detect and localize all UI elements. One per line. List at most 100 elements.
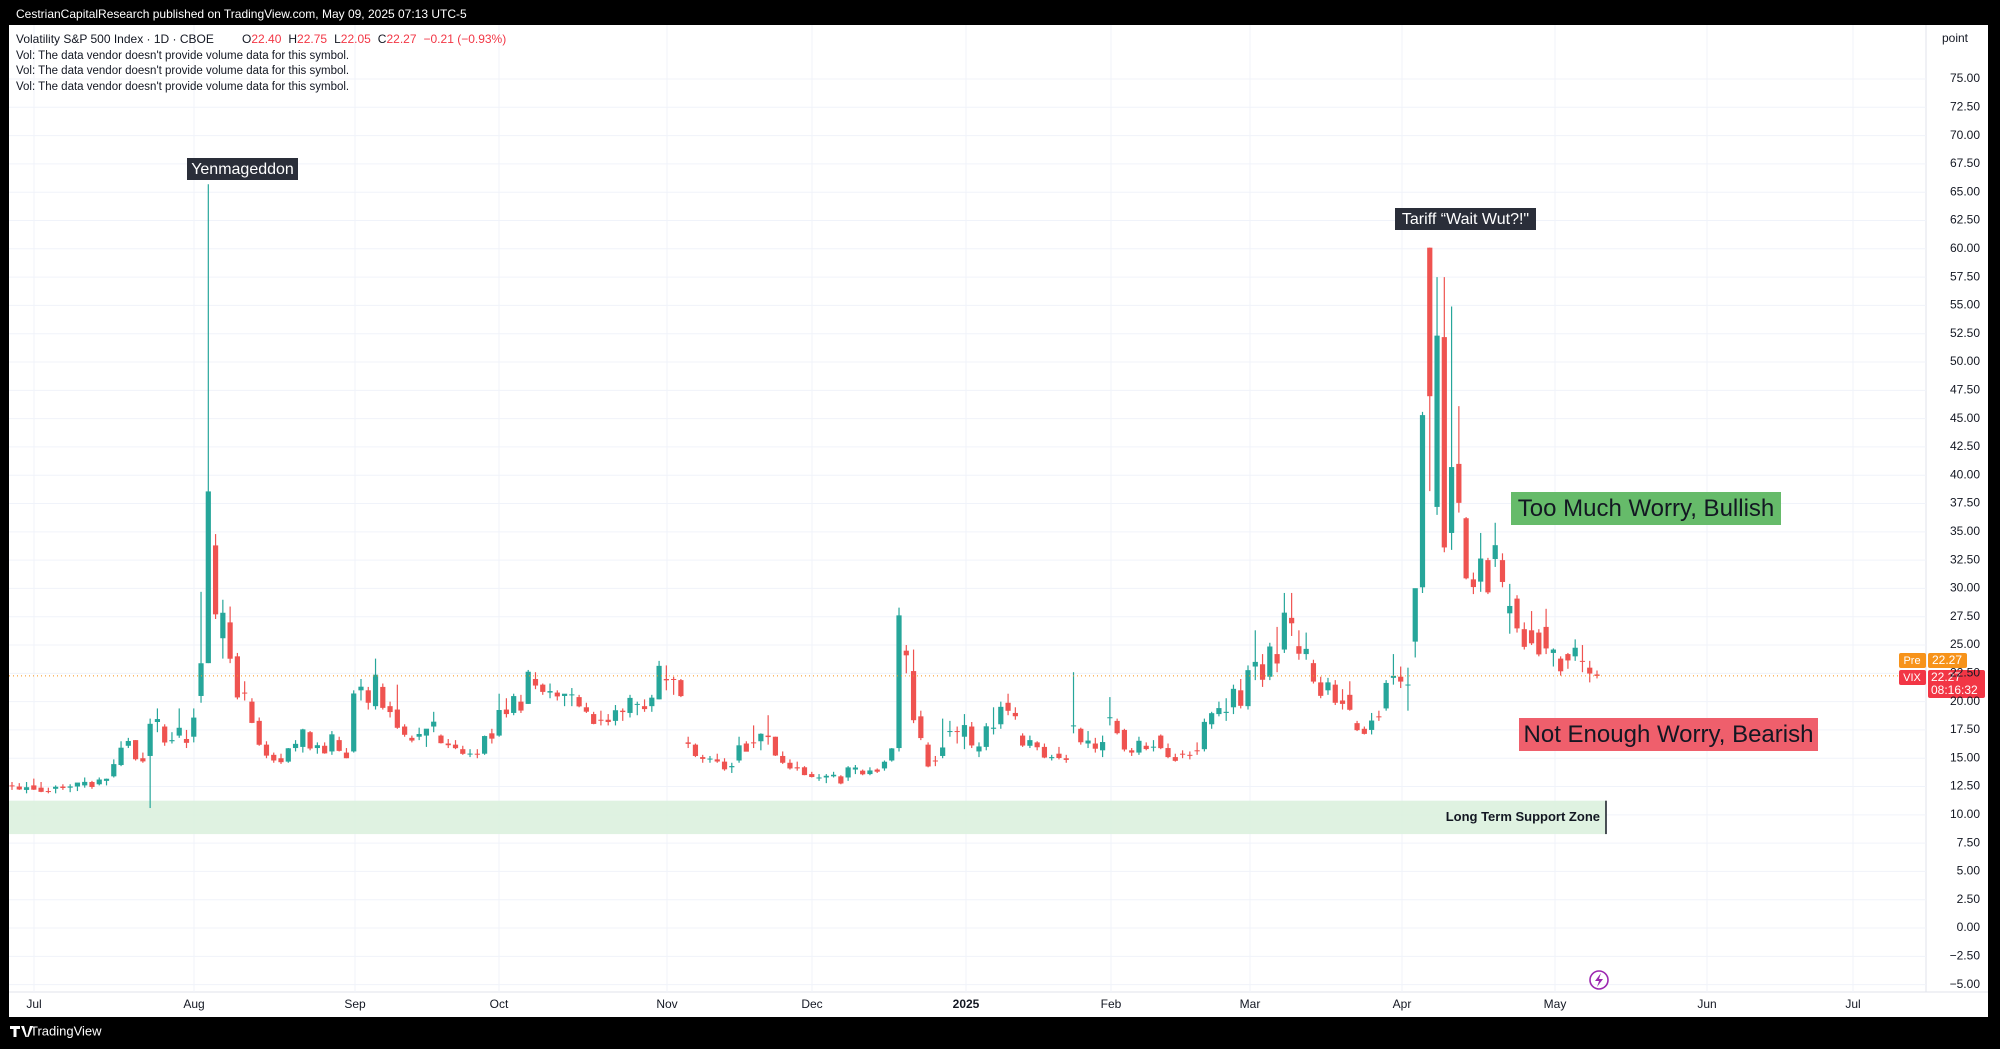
candle-body	[336, 740, 342, 751]
candle-body	[372, 674, 379, 707]
y-tick-label: 22.50	[1950, 665, 1980, 679]
candle-body	[990, 727, 997, 729]
x-tick-label: Jul	[1845, 997, 1860, 1011]
candle-body	[620, 710, 626, 713]
candle-body	[1594, 674, 1600, 676]
candle-body	[1332, 684, 1338, 703]
candle-body	[896, 615, 902, 749]
candle-body	[998, 706, 1004, 725]
brand-name: TradingView	[30, 1023, 102, 1038]
candle-body	[133, 740, 139, 760]
support-label: Long Term Support Zone	[1446, 809, 1600, 824]
candle-body	[736, 745, 742, 761]
candle-body	[1296, 646, 1302, 654]
candle-body	[1165, 748, 1171, 758]
y-tick-label: 12.50	[1950, 779, 1980, 793]
legend-key: C	[378, 32, 387, 46]
x-tick-label: Jun	[1697, 997, 1716, 1011]
candle-body	[1398, 676, 1404, 682]
y-tick-label: 0.00	[1957, 920, 1981, 934]
annotation-text: Not Enough Worry, Bearish	[1524, 721, 1814, 748]
candle-body	[1485, 560, 1491, 593]
icon-bolt[interactable]	[1595, 973, 1603, 987]
candle-body	[816, 777, 822, 779]
candle-body	[1034, 742, 1040, 748]
candle-body	[1536, 632, 1542, 655]
volume-notice: Vol: The data vendor doesn't provide vol…	[16, 65, 349, 77]
price-tag	[1928, 670, 1985, 698]
candle-body	[292, 743, 299, 749]
candle-body	[576, 697, 582, 707]
candle-body	[1550, 649, 1556, 653]
candle-body	[671, 678, 677, 680]
symbol-tag	[1899, 670, 1926, 685]
candle-body	[889, 748, 895, 761]
candle-body	[983, 726, 989, 747]
candle-body	[1448, 467, 1455, 533]
candle-body	[656, 665, 662, 700]
candle-body	[431, 721, 437, 727]
candle-body	[591, 714, 597, 724]
logo	[10, 1026, 33, 1037]
candle-body	[38, 787, 44, 792]
y-tick-label: −2.50	[1950, 949, 1981, 963]
candle-body	[692, 744, 699, 756]
candle-body	[394, 709, 400, 728]
x-tick-label: Jul	[26, 997, 41, 1011]
lightning-icon[interactable]	[1589, 970, 1609, 990]
candle-body	[794, 767, 800, 769]
candle-body	[583, 707, 589, 712]
candle-body	[612, 710, 619, 721]
candle-body	[852, 767, 858, 770]
legend-value: 22.75	[297, 32, 327, 46]
annotation-box	[187, 158, 298, 180]
y-tick-label: 45.00	[1950, 411, 1980, 425]
candle-body	[154, 719, 161, 723]
candle-body	[925, 744, 931, 767]
candle-body	[1339, 700, 1346, 704]
candle-body	[1223, 711, 1229, 713]
candle-body	[961, 725, 968, 737]
candle-body	[402, 726, 408, 735]
candle-body	[1150, 746, 1157, 748]
annotation-box	[1395, 208, 1536, 230]
pre-value-tag	[1928, 653, 1967, 668]
y-tick-label: 15.00	[1950, 750, 1980, 764]
support-band	[9, 800, 1606, 835]
y-tick-label: 35.00	[1950, 524, 1980, 538]
candle-body	[53, 786, 59, 789]
candle-body	[838, 776, 844, 784]
volume-notice: Vol: The data vendor doesn't provide vol…	[16, 50, 349, 62]
candle-body	[307, 732, 313, 749]
candle-body	[903, 650, 909, 656]
y-tick-label: 25.00	[1950, 637, 1980, 651]
y-tick-label: 55.00	[1950, 298, 1980, 312]
candle-body	[423, 728, 430, 736]
candle-body	[278, 758, 284, 763]
unit-label: point	[1942, 31, 1969, 45]
y-tick-label: 75.00	[1950, 71, 1980, 85]
candle-body	[176, 727, 182, 736]
candle-body	[547, 691, 553, 693]
candle-body	[1572, 647, 1578, 657]
candle-body	[751, 742, 757, 744]
candle-body	[314, 745, 320, 749]
candle-body	[1354, 723, 1360, 731]
candle-body	[220, 612, 226, 639]
candle-body	[1020, 735, 1026, 746]
candle-body	[445, 743, 451, 746]
candle-body	[1252, 661, 1258, 667]
candle-body	[1390, 675, 1397, 678]
candle-body	[249, 701, 255, 723]
pre-label: Pre	[1903, 655, 1920, 667]
candle-body	[452, 744, 459, 749]
icon-ring[interactable]	[1589, 970, 1609, 990]
candle-body	[387, 706, 393, 713]
y-tick-label: 52.50	[1950, 326, 1980, 340]
candle-body	[1056, 753, 1062, 759]
y-tick-label: 72.50	[1950, 99, 1980, 113]
candle-body	[1405, 684, 1411, 686]
candle-body	[765, 735, 771, 738]
